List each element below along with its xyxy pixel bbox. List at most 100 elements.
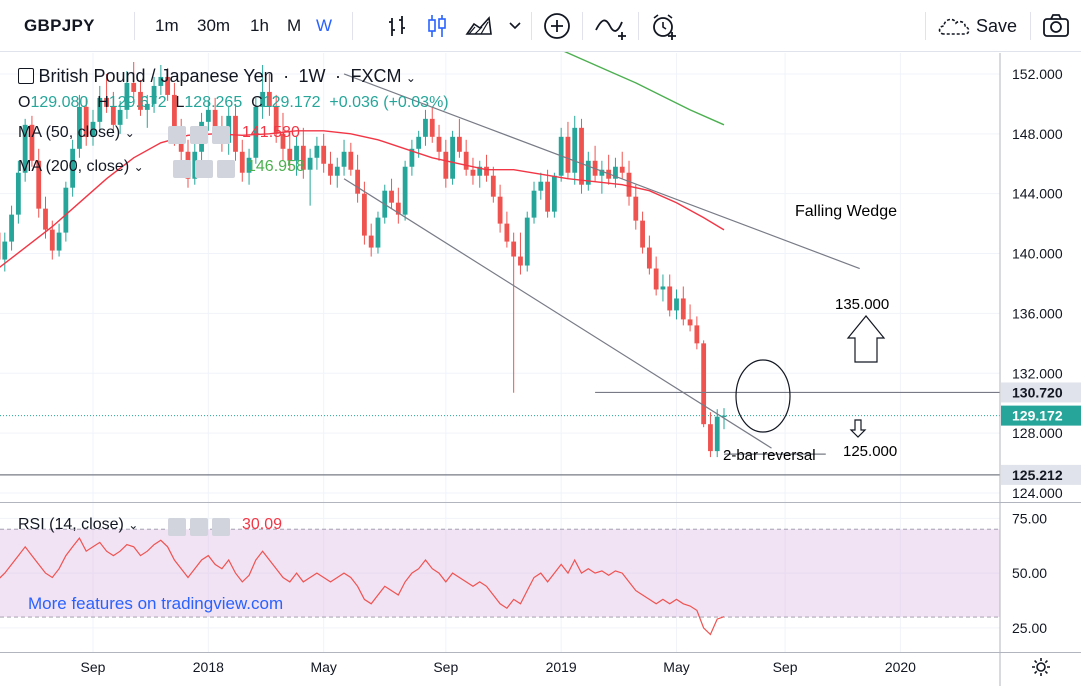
candle-body	[653, 268, 659, 290]
candle-body	[355, 169, 361, 194]
chevron-down-icon[interactable]: ⌄	[133, 160, 144, 174]
candle-body	[138, 91, 143, 110]
time-tick-label: Sep	[433, 659, 458, 675]
candle-body	[124, 82, 130, 110]
candle-body	[212, 109, 218, 131]
candle-body	[504, 223, 510, 242]
candle-body	[599, 169, 605, 176]
ma50-line	[0, 130, 725, 268]
candle-body	[36, 160, 42, 209]
chevron-down-icon[interactable]	[506, 10, 524, 42]
candle-body	[660, 286, 666, 290]
chevron-down-icon[interactable]: ⌄	[128, 518, 139, 532]
save-button[interactable]: Save	[976, 16, 1018, 36]
interval-1m[interactable]: 1m	[155, 16, 179, 35]
candle-body	[165, 76, 171, 95]
candle-body	[429, 118, 435, 137]
candle-body	[260, 91, 266, 107]
candle-body	[511, 241, 517, 257]
close-icon[interactable]	[217, 160, 235, 178]
candle-body	[205, 109, 211, 122]
symbol-label[interactable]: GBPJPY	[24, 16, 95, 35]
candle-body	[287, 148, 293, 161]
close-icon[interactable]	[212, 518, 230, 536]
collapse-icon[interactable]	[18, 68, 34, 84]
close-label: C	[251, 94, 263, 111]
rsi-tick-label: 75.00	[1012, 510, 1047, 526]
candle-body	[436, 136, 442, 152]
candle-body	[484, 166, 489, 176]
highlight-ellipse	[735, 359, 791, 433]
candle-body	[640, 220, 645, 248]
candles-chart-icon[interactable]	[421, 10, 453, 42]
chevron-down-icon[interactable]: ⌄	[124, 126, 135, 140]
alert-icon[interactable]	[648, 10, 680, 42]
candle-body	[456, 136, 462, 152]
compare-plus-icon[interactable]	[541, 10, 573, 42]
low-label: L	[175, 94, 185, 111]
rsi-line	[0, 536, 725, 636]
settings-gear-icon[interactable]	[1032, 658, 1050, 676]
candle-body	[524, 217, 530, 266]
candle-body	[110, 106, 116, 125]
candle-body	[375, 217, 381, 248]
bars-chart-icon[interactable]	[382, 10, 414, 42]
candle-body	[267, 91, 272, 107]
grid	[0, 53, 1000, 652]
candle-body	[172, 94, 177, 134]
toolbar-divider	[352, 12, 353, 40]
indicators-icon[interactable]	[592, 10, 632, 42]
gear-icon[interactable]	[195, 160, 213, 178]
gear-icon[interactable]	[190, 518, 208, 536]
candle-body	[15, 172, 21, 215]
candle-body	[239, 151, 245, 173]
candle-body	[538, 181, 544, 191]
drawings[interactable]	[0, 73, 1000, 476]
target-down-label: 125.000	[843, 443, 897, 460]
toolbar-divider	[1030, 12, 1031, 40]
candle-body	[77, 106, 82, 149]
price-tick-label: 140.000	[1012, 246, 1063, 262]
candle-body	[633, 196, 639, 221]
ma200-label: MA (200, close)	[18, 158, 130, 175]
arrow-down-icon	[849, 419, 867, 438]
chevron-down-icon[interactable]: ⌄	[405, 71, 416, 85]
price-label-bg	[1001, 405, 1081, 426]
time-tick-label: May	[663, 659, 689, 675]
interval-1h[interactable]: 1h	[250, 16, 269, 35]
eye-icon[interactable]	[168, 126, 186, 144]
candle-body	[545, 181, 550, 212]
eye-icon[interactable]	[173, 160, 191, 178]
watermark-link[interactable]: More features on tradingview.com	[28, 594, 284, 613]
rsi-band	[0, 529, 1000, 617]
open-label: O	[18, 94, 31, 111]
area-chart-icon[interactable]	[463, 10, 495, 42]
candle-body	[307, 157, 313, 170]
candle-body	[626, 172, 632, 197]
time-tick-label: May	[310, 659, 336, 675]
candle-body	[280, 133, 286, 149]
candles	[0, 61, 727, 458]
candle-body	[273, 106, 279, 134]
trend-line	[343, 73, 860, 270]
rsi-value: 30.09	[242, 516, 283, 533]
candle-body	[667, 286, 673, 311]
chart-canvas[interactable]: 152.000 148.000 144.000 140.000 136.000 132.0…	[0, 52, 1081, 686]
eye-icon[interactable]	[168, 518, 186, 536]
gear-icon[interactable]	[190, 126, 208, 144]
legend-source: FXCM	[350, 66, 402, 86]
candle-body	[395, 202, 401, 215]
candle-body	[300, 145, 306, 170]
cloud-save-icon[interactable]	[935, 10, 975, 42]
toolbar-divider	[638, 12, 639, 40]
candle-body	[423, 118, 428, 137]
interval-M[interactable]: M	[287, 16, 302, 35]
interval-W[interactable]: W	[316, 16, 333, 35]
candle-body	[294, 145, 299, 161]
close-icon[interactable]	[212, 126, 230, 144]
camera-icon[interactable]	[1040, 10, 1072, 42]
change-value: +0.036 (+0.03%)	[329, 94, 449, 111]
interval-30m[interactable]: 30m	[197, 16, 231, 35]
rsi-label: RSI (14, close)	[18, 516, 124, 533]
candle-body	[565, 136, 571, 173]
